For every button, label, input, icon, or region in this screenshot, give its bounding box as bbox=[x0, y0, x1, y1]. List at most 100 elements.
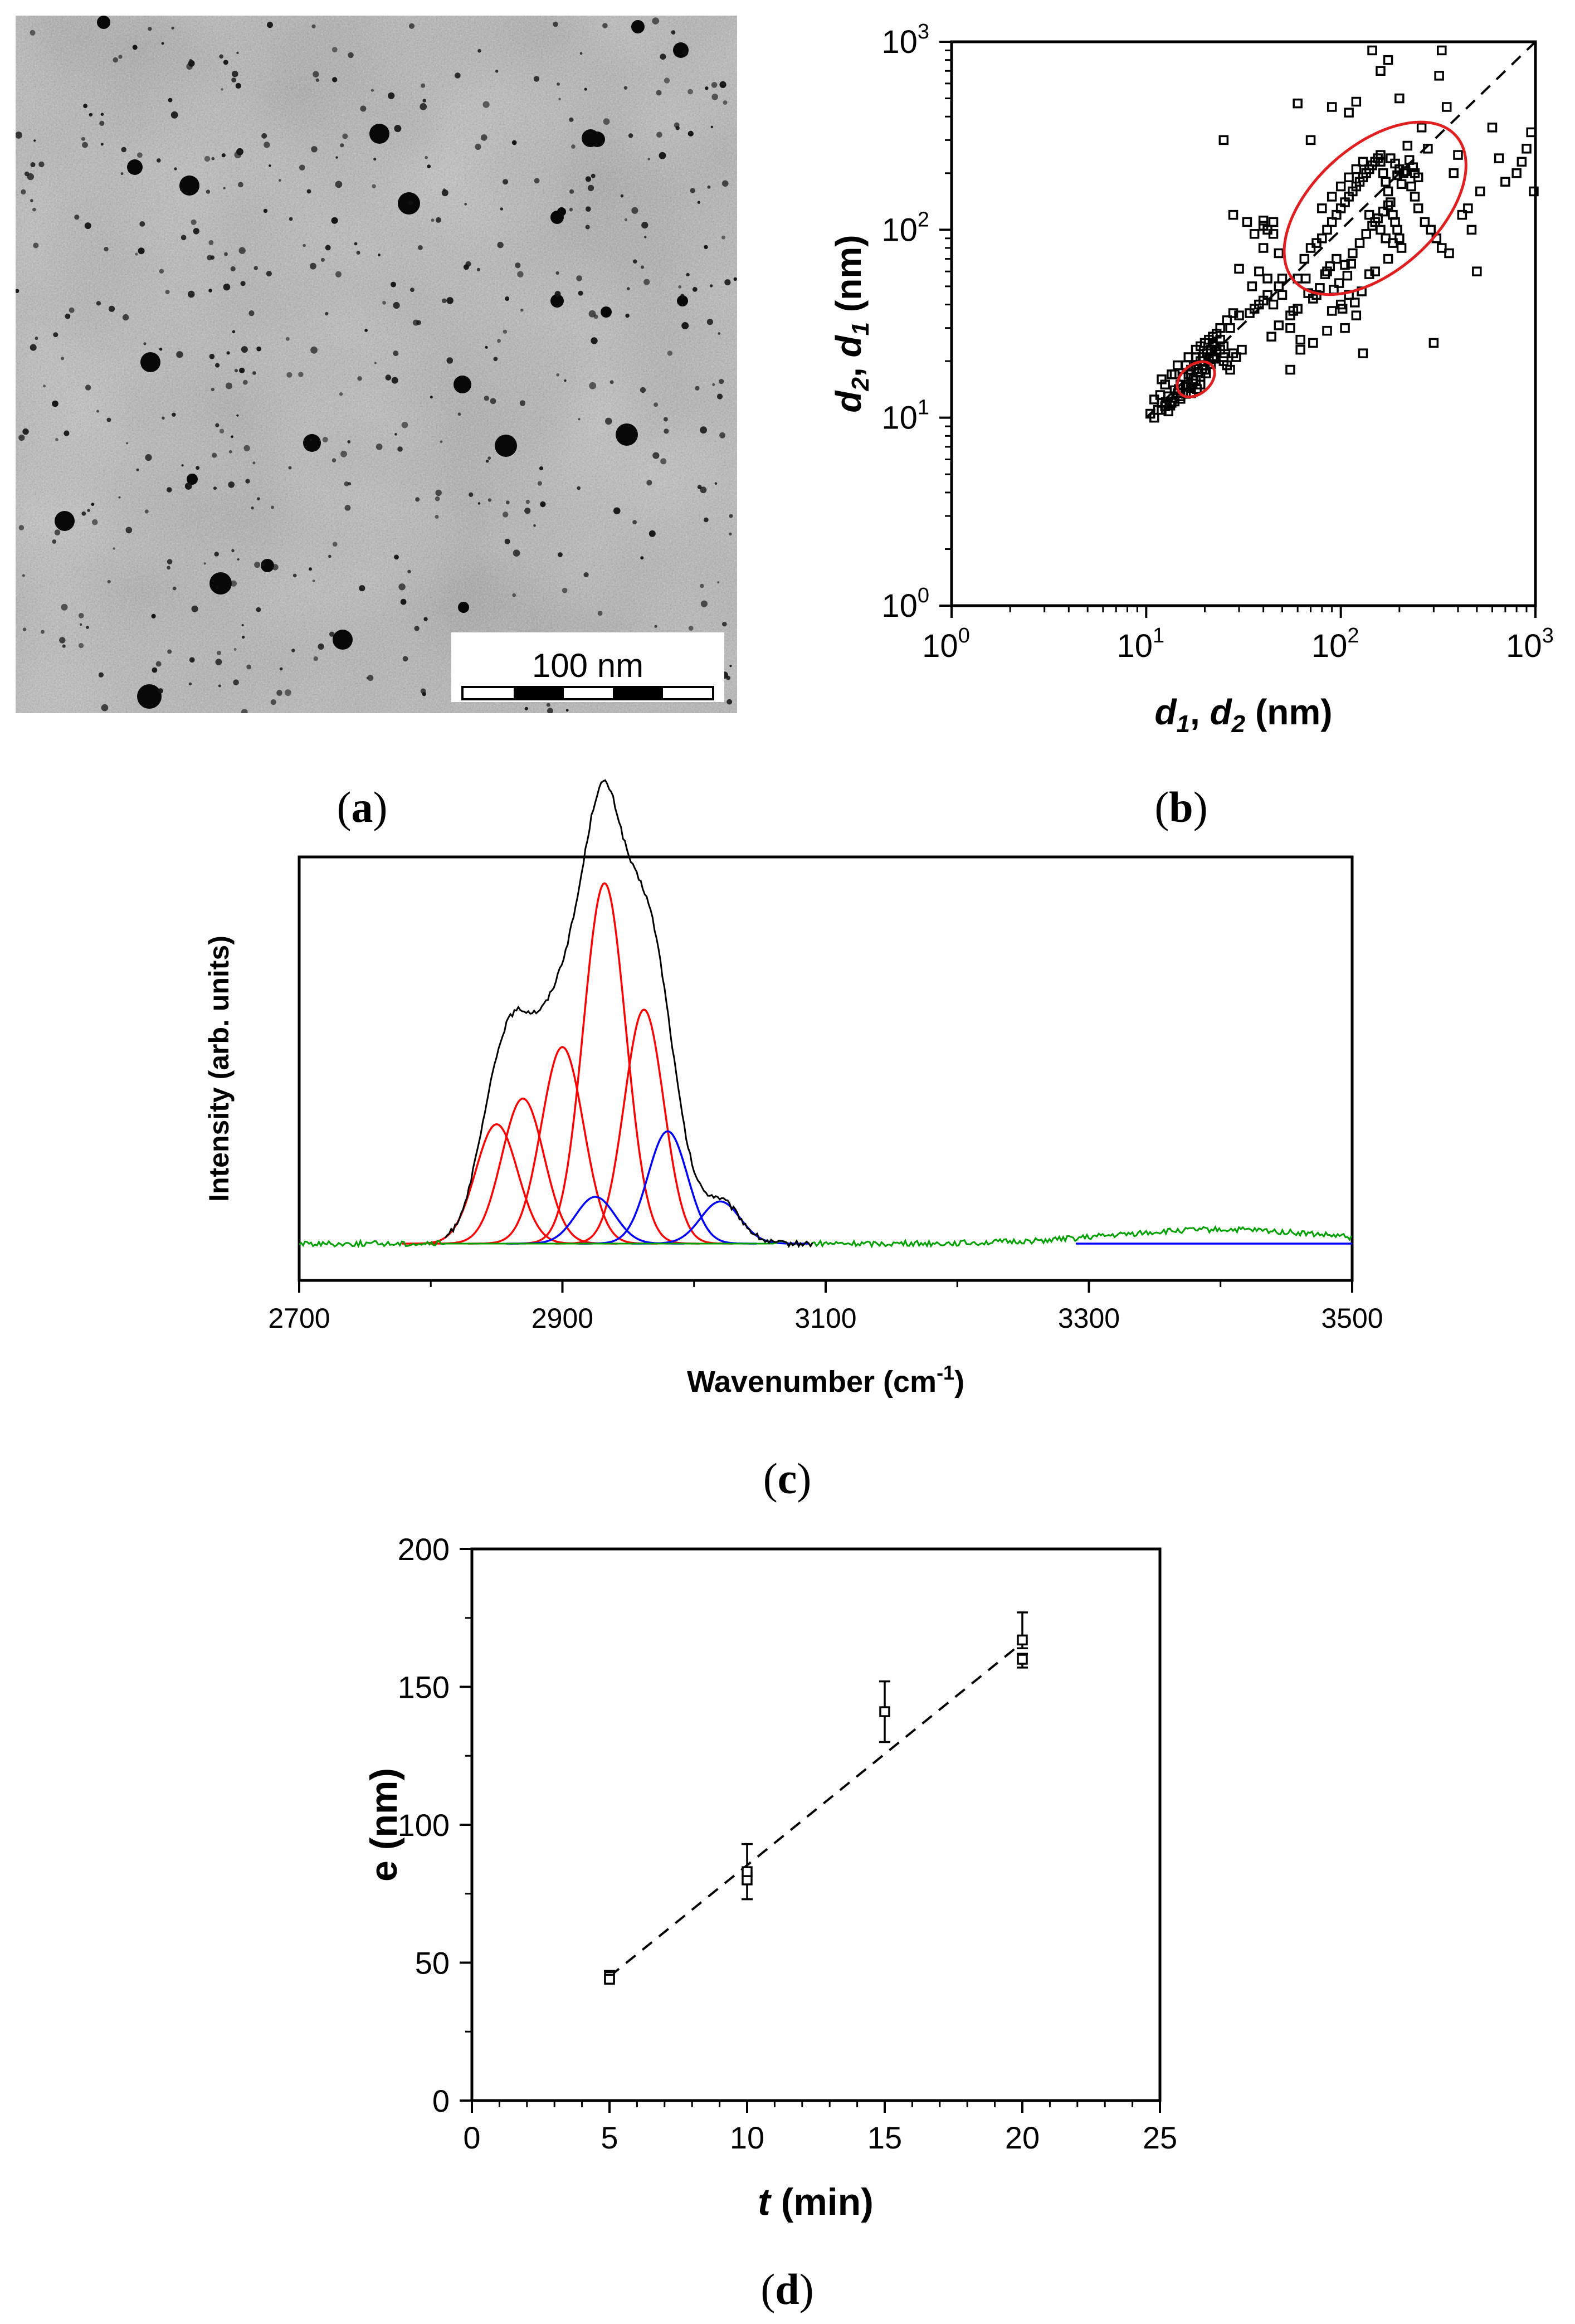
data-point bbox=[1299, 254, 1310, 264]
nanoparticle-small bbox=[556, 373, 559, 377]
nanoparticle-small bbox=[223, 283, 231, 291]
nanoparticle-small bbox=[485, 345, 488, 349]
x-tick-label: 20 bbox=[1005, 2120, 1040, 2155]
nanoparticle-small bbox=[187, 290, 195, 298]
nanoparticle-small bbox=[332, 77, 338, 82]
data-point bbox=[1420, 217, 1430, 227]
data-point bbox=[1149, 394, 1159, 405]
nanoparticle-small bbox=[311, 24, 316, 28]
nanoparticle bbox=[454, 376, 471, 393]
nanoparticle-small bbox=[335, 181, 343, 188]
x-tick-label: 3300 bbox=[1058, 1303, 1120, 1334]
nanoparticle-small bbox=[230, 266, 236, 272]
data-point bbox=[1449, 168, 1459, 178]
nanoparticle-small bbox=[690, 188, 695, 193]
nanoparticle-small bbox=[609, 380, 614, 384]
data-point bbox=[1426, 225, 1436, 235]
nanoparticle-small bbox=[148, 27, 152, 31]
nanoparticle-small bbox=[716, 393, 723, 399]
nanoparticle-small bbox=[30, 344, 37, 351]
nanoparticle-small bbox=[181, 464, 184, 467]
nanoparticle-small bbox=[152, 667, 158, 673]
nanoparticle-small bbox=[256, 607, 261, 612]
baseline-green bbox=[299, 1225, 1353, 1249]
nanoparticle bbox=[369, 124, 389, 144]
nanoparticle-small bbox=[400, 598, 407, 605]
nanoparticle-small bbox=[253, 266, 258, 270]
nanoparticle-small bbox=[511, 140, 517, 145]
nanoparticle-small bbox=[695, 386, 700, 391]
data-point bbox=[1413, 172, 1423, 183]
nanoparticle-small bbox=[457, 412, 461, 416]
nanoparticle-small bbox=[310, 262, 316, 270]
nanoparticle-small bbox=[81, 511, 86, 516]
nanoparticle-small bbox=[729, 532, 732, 536]
nanoparticle-small bbox=[340, 450, 347, 457]
nanoparticle-small bbox=[107, 579, 111, 584]
nanoparticle-small bbox=[410, 288, 415, 293]
data-point bbox=[1351, 164, 1362, 174]
nanoparticle-small bbox=[726, 675, 731, 680]
data-point bbox=[1228, 209, 1238, 220]
nanoparticle-small bbox=[79, 643, 84, 649]
nanoparticle-small bbox=[440, 440, 443, 444]
nanoparticle-small bbox=[191, 605, 198, 612]
nanoparticle-small bbox=[335, 271, 342, 277]
data-point bbox=[1410, 192, 1420, 202]
nanoparticle-small bbox=[717, 581, 720, 584]
nanoparticle-small bbox=[348, 52, 354, 59]
nanoparticle-small bbox=[726, 699, 733, 705]
data-point bbox=[1234, 310, 1244, 320]
data-point bbox=[1274, 281, 1284, 291]
data-point bbox=[1225, 323, 1235, 333]
nanoparticle-small bbox=[231, 77, 236, 83]
nanoparticle-small bbox=[719, 379, 724, 384]
nanoparticle-small bbox=[681, 322, 689, 329]
nanoparticle-small bbox=[654, 625, 657, 628]
nanoparticle-small bbox=[640, 387, 646, 393]
data-point bbox=[1358, 348, 1368, 358]
x-tick-label: 2700 bbox=[268, 1303, 330, 1334]
nanoparticle-small bbox=[288, 466, 292, 470]
nanoparticle-small bbox=[632, 520, 637, 525]
nanoparticle-small bbox=[167, 487, 172, 493]
fit-peak-red bbox=[428, 1097, 618, 1245]
nanoparticle-small bbox=[442, 188, 446, 192]
nanoparticle-small bbox=[298, 372, 304, 377]
cluster-ellipse-large bbox=[1283, 120, 1467, 296]
nanoparticle-small bbox=[214, 552, 220, 557]
plot-d-frame bbox=[470, 1547, 1162, 2102]
nanoparticle-small bbox=[435, 217, 441, 223]
nanoparticle-small bbox=[279, 179, 281, 182]
x-tick-label: 2900 bbox=[531, 1303, 593, 1334]
nanoparticle-small bbox=[435, 489, 442, 496]
nanoparticle bbox=[187, 474, 198, 485]
nanoparticle-small bbox=[678, 285, 682, 289]
nanoparticle-small bbox=[602, 23, 608, 28]
nanoparticle-small bbox=[477, 48, 481, 53]
data-point bbox=[1383, 200, 1393, 211]
data-point bbox=[1416, 123, 1427, 133]
nanoparticle-small bbox=[211, 157, 215, 160]
nanoparticle-small bbox=[356, 251, 360, 255]
nanoparticle-small bbox=[504, 538, 510, 544]
nanoparticle-small bbox=[30, 199, 33, 202]
nanoparticle-small bbox=[254, 562, 261, 568]
nanoparticle-small bbox=[236, 51, 239, 55]
plot-d-ylabel: e (nm) bbox=[363, 1768, 405, 1882]
nanoparticle-small bbox=[706, 319, 713, 325]
nanoparticle-small bbox=[503, 179, 509, 185]
nanoparticle-small bbox=[234, 369, 238, 373]
nanoparticle-small bbox=[248, 310, 255, 316]
data-point bbox=[1322, 225, 1332, 235]
nanoparticle bbox=[589, 131, 605, 147]
nanoparticle-small bbox=[648, 530, 656, 537]
scatter-panel-d: 0 5 10 15 20 25 0 50 100 150 200 t (min) e (nm) bbox=[363, 1532, 1177, 2223]
nanoparticle-small bbox=[588, 310, 596, 318]
nanoparticle bbox=[631, 20, 645, 33]
nanoparticle-small bbox=[493, 357, 498, 362]
nanoparticle-small bbox=[320, 257, 325, 262]
nanoparticle-small bbox=[172, 412, 176, 417]
nanoparticle-small bbox=[231, 70, 238, 77]
